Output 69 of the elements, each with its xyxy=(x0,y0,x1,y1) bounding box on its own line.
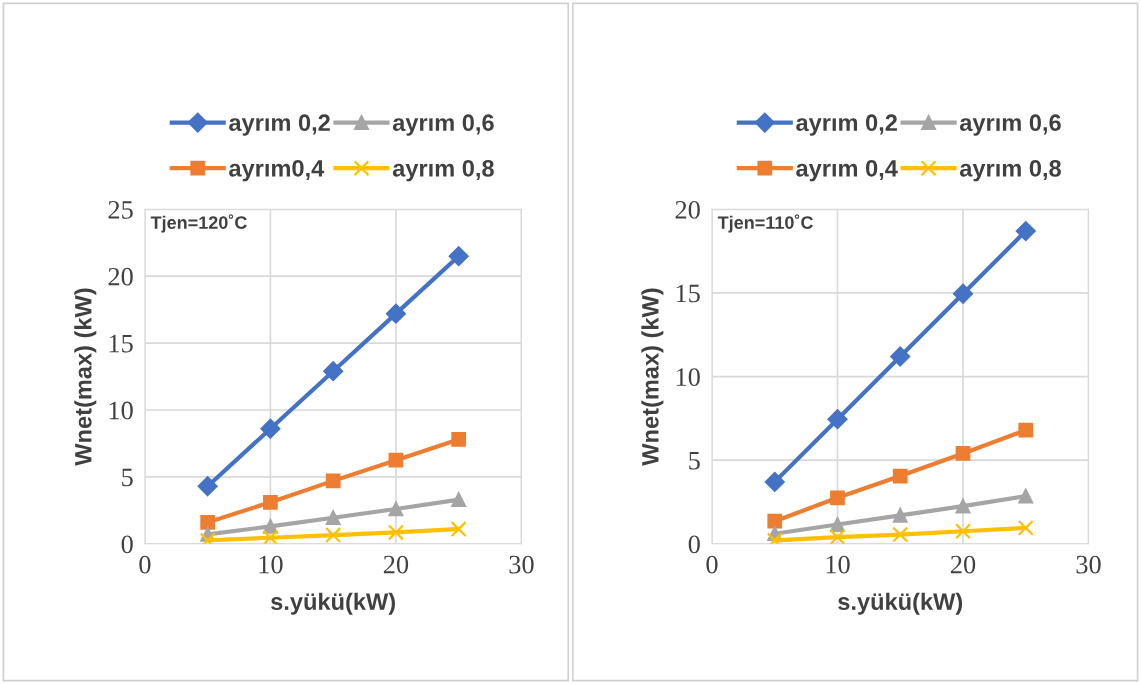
y-tick-label: 15 xyxy=(109,334,133,353)
annotation: Tjen=120˚C xyxy=(150,214,247,233)
x-tick-label: 0 xyxy=(139,555,151,574)
x-axis-title: s.yükü(kW) xyxy=(838,592,963,615)
point xyxy=(200,515,216,530)
point xyxy=(387,524,404,541)
point xyxy=(323,361,344,382)
legend-label: ayrım 0,8 xyxy=(959,159,1061,182)
point xyxy=(385,303,406,324)
y-axis-title: Wnet(max) (kW) xyxy=(641,288,664,466)
y-tick-label: 5 xyxy=(122,468,133,487)
point xyxy=(829,529,846,544)
point xyxy=(1018,422,1034,438)
x-axis-title: s.yükü(kW) xyxy=(271,592,395,615)
point xyxy=(448,246,469,267)
point xyxy=(451,432,467,447)
y-tick-label: 0 xyxy=(121,535,133,554)
y-axis-title: Wnet(max) (kW) xyxy=(74,288,97,466)
y-tick-label: 25 xyxy=(108,200,133,219)
point xyxy=(262,529,279,544)
x-tick-label: 20 xyxy=(383,555,409,574)
point xyxy=(955,498,971,514)
point xyxy=(830,490,845,506)
x-tick-label: 10 xyxy=(826,555,850,574)
x-tick-label: 20 xyxy=(950,555,976,574)
legend-label: ayrım0,4 xyxy=(229,159,325,182)
x-tick-label: 0 xyxy=(706,555,718,574)
point xyxy=(954,523,972,540)
y-tick-label: 0 xyxy=(688,535,700,554)
point xyxy=(325,510,341,526)
legend-label: ayrım 0,2 xyxy=(796,114,897,136)
point xyxy=(388,501,404,517)
legend-label: ayrım 0,2 xyxy=(229,114,330,136)
y-tick-label: 20 xyxy=(675,200,700,219)
point xyxy=(325,527,342,544)
point xyxy=(953,283,973,304)
y-tick-label: 10 xyxy=(109,401,133,420)
point xyxy=(197,476,218,497)
point xyxy=(1017,519,1034,536)
point xyxy=(955,446,971,461)
point xyxy=(827,409,848,430)
legend-label: ayrım 0,6 xyxy=(959,114,1061,136)
point xyxy=(892,507,908,523)
x-tick-label: 30 xyxy=(509,555,534,574)
point xyxy=(263,519,278,534)
point xyxy=(890,346,911,367)
point xyxy=(451,492,467,507)
point xyxy=(1018,488,1034,504)
point xyxy=(830,517,845,532)
point xyxy=(1015,221,1036,241)
legend-label: ayrım 0,4 xyxy=(796,159,898,182)
y-tick-label: 20 xyxy=(108,267,133,286)
point xyxy=(892,526,909,543)
x-tick-label: 30 xyxy=(1076,555,1101,574)
legend-label: ayrım 0,6 xyxy=(392,114,494,136)
point xyxy=(325,473,341,489)
point xyxy=(263,494,278,510)
y-tick-label: 5 xyxy=(689,452,700,470)
x-tick-label: 10 xyxy=(259,555,283,574)
y-tick-label: 10 xyxy=(676,368,700,386)
legend-label: ayrım 0,8 xyxy=(392,159,494,182)
point xyxy=(388,452,404,468)
point xyxy=(260,418,281,439)
point xyxy=(767,513,783,529)
point xyxy=(450,521,467,538)
annotation: Tjen=110˚C xyxy=(717,214,813,233)
point xyxy=(892,468,908,484)
point xyxy=(764,471,785,492)
y-tick-label: 15 xyxy=(676,284,700,303)
